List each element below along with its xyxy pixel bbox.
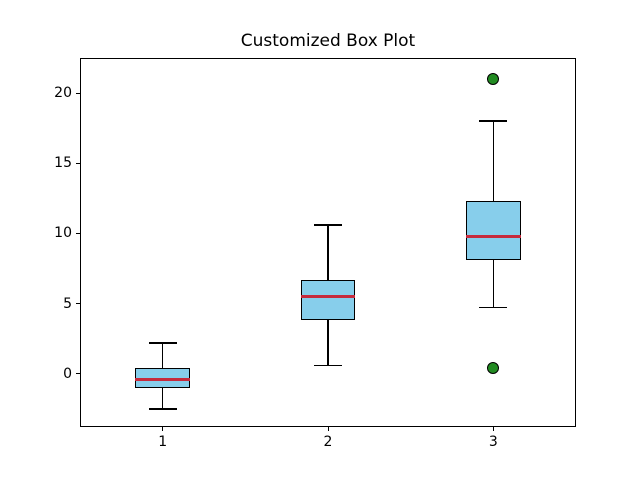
x-axis-tick [492, 427, 494, 431]
whisker-line [161, 387, 164, 409]
y-axis-tick-label: 10 [54, 225, 72, 242]
whisker-line [161, 342, 164, 369]
x-axis-tick [162, 427, 164, 431]
whisker-cap [313, 364, 343, 367]
whisker-cap [313, 224, 343, 226]
median-line [300, 295, 356, 299]
x-axis-tick-label: 2 [323, 434, 333, 450]
median-line [135, 377, 190, 381]
whisker-cap [148, 408, 177, 410]
x-axis-tick [327, 427, 329, 431]
whisker-cap [148, 342, 177, 344]
whisker-line [492, 121, 495, 202]
outlier-marker [487, 362, 500, 375]
x-axis-tick-label: 3 [488, 434, 498, 450]
y-axis-tick-label: 0 [63, 365, 72, 382]
y-axis-tick [76, 373, 80, 375]
y-axis-tick [76, 92, 80, 94]
whisker-line [492, 260, 495, 308]
whisker-cap [479, 120, 508, 122]
y-axis-tick [76, 232, 80, 234]
box-rect [300, 279, 356, 321]
box-rect [466, 201, 521, 261]
y-axis-tick-label: 20 [54, 85, 72, 102]
x-axis-tick-label: 1 [158, 434, 168, 450]
outlier-marker [487, 73, 500, 86]
whisker-line [327, 224, 329, 280]
whisker-line [327, 320, 329, 366]
whisker-cap [479, 306, 508, 309]
y-axis-tick-label: 5 [63, 295, 72, 312]
median-line [466, 234, 521, 238]
y-axis-tick [76, 303, 80, 305]
chart-title: Customized Box Plot [240, 31, 416, 51]
y-axis-tick-label: 15 [54, 155, 72, 172]
y-axis-tick [76, 162, 80, 164]
